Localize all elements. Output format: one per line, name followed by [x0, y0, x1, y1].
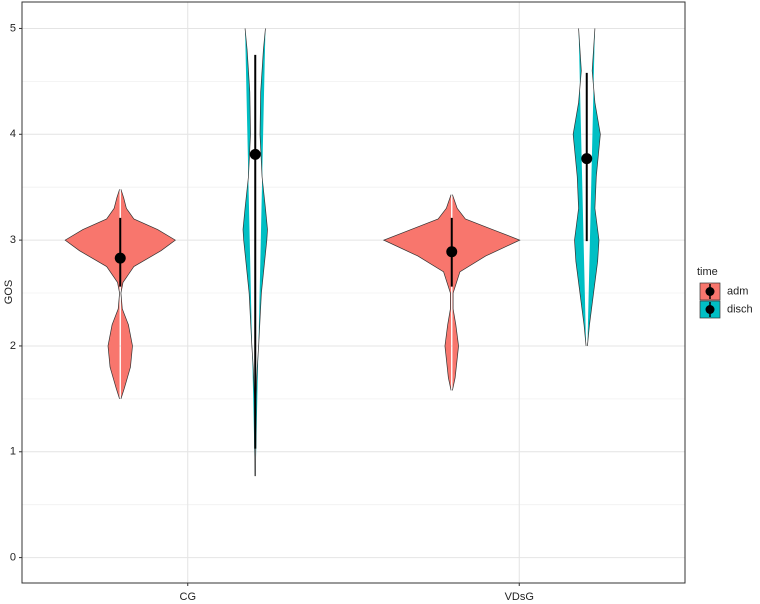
panel [22, 2, 685, 583]
legend-key-point [705, 305, 715, 314]
mean-point [249, 148, 261, 160]
x-tick-label: VDsG [505, 591, 534, 603]
panel-border [21, 1, 686, 584]
y-tick-label: 0 [10, 552, 16, 564]
violin-half [64, 189, 120, 399]
legend-label: disch [727, 303, 753, 315]
y-tick-label: 2 [10, 340, 16, 352]
legend-key-point [705, 287, 715, 296]
y-tick-label: 4 [10, 128, 16, 140]
violin-half [242, 28, 256, 477]
violin-half [382, 194, 452, 391]
violin-half [572, 28, 587, 346]
mean-point [114, 252, 126, 264]
legend-title: time [697, 266, 718, 278]
violin-half [255, 28, 268, 477]
y-tick-label: 1 [10, 446, 16, 458]
violin-half [120, 189, 176, 399]
mean-point [446, 246, 458, 258]
y-axis-label: GOS [3, 280, 15, 304]
violin-half [587, 28, 601, 346]
mean-point [581, 153, 593, 165]
violin-half [452, 194, 521, 391]
legend-label: adm [727, 285, 748, 297]
y-tick-label: 3 [10, 234, 16, 246]
x-tick-label: CG [180, 591, 197, 603]
y-tick-label: 5 [10, 22, 16, 34]
